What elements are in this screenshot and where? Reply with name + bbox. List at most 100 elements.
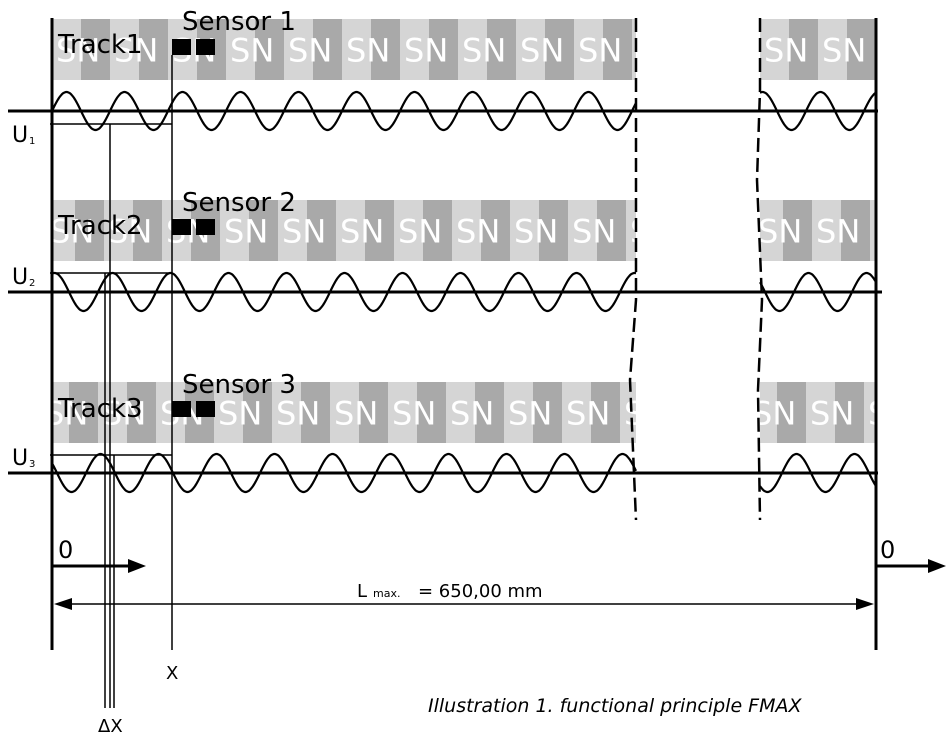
magnet-pole	[562, 382, 591, 443]
magnet-pole	[301, 382, 330, 443]
pole-letters: SN	[816, 213, 860, 251]
magnet-pole	[98, 382, 127, 443]
magnet-pole	[313, 19, 342, 80]
pole-letters: SN	[450, 395, 494, 433]
magnet-pole	[626, 200, 636, 261]
break-line-right	[755, 18, 764, 521]
magnet-pole	[330, 382, 359, 443]
pole-letters: SN	[764, 32, 808, 70]
magnet-pole	[429, 19, 458, 80]
magnet-pole	[336, 200, 365, 261]
magnet-pole	[510, 200, 539, 261]
magnet-pole	[760, 200, 783, 261]
magnet-pole	[504, 382, 533, 443]
pole-letters: SN	[578, 32, 622, 70]
magnet-pole	[632, 19, 636, 80]
magnet-pole	[818, 19, 847, 80]
pole-letters: SN	[758, 213, 802, 251]
pole-letters: SN	[752, 395, 796, 433]
pole-letters: SN	[44, 395, 88, 433]
pole-letters: SN	[50, 213, 94, 251]
magnet-pole	[591, 382, 620, 443]
magnet-pole	[423, 200, 452, 261]
sensor-2-block	[172, 219, 215, 235]
magnet-pole	[365, 200, 394, 261]
signal-wave-2	[51, 271, 637, 313]
pole-letters: SN	[462, 32, 506, 70]
voltage-1-subscript: 1	[29, 136, 35, 147]
magnet-pole	[400, 19, 429, 80]
magnet-pole	[214, 382, 243, 443]
sensor-1-label: Sensor 1	[182, 7, 296, 37]
pole-letters: SN	[230, 32, 274, 70]
origin-right-arrowhead	[928, 559, 946, 573]
origin-right-label: 0	[880, 536, 895, 564]
magnet-pole	[69, 382, 98, 443]
magnet-pole	[110, 19, 139, 80]
magnet-pole	[81, 19, 110, 80]
pole-letters: SN	[114, 32, 158, 70]
magnet-pole	[487, 19, 516, 80]
magnet-pole	[475, 382, 504, 443]
voltage-2-label: U	[12, 265, 28, 290]
magnet-pole	[458, 19, 487, 80]
pole-letters: SN	[514, 213, 558, 251]
sensor-1-block	[172, 39, 215, 55]
tape-segment: SN SN	[760, 19, 876, 80]
pole-letters: SN	[282, 213, 326, 251]
magnet-pole	[243, 382, 272, 443]
sine-waves	[51, 90, 877, 494]
track-1-label: Track1	[57, 30, 143, 60]
magnet-pole	[307, 200, 336, 261]
magnet-pole	[864, 382, 876, 443]
magnet-pole	[249, 200, 278, 261]
magnet-pole	[603, 19, 632, 80]
sensor-3-block	[172, 401, 215, 417]
magnet-pole	[417, 382, 446, 443]
magnet-pole	[220, 200, 249, 261]
magnet-pole	[870, 200, 876, 261]
magnet-pole	[783, 200, 812, 261]
pole-letters: SN	[456, 213, 500, 251]
signal-wave-3	[51, 452, 637, 494]
pole-letters: SN	[218, 395, 262, 433]
figure-caption: Illustration 1. functional principle FMA…	[428, 695, 802, 717]
magnet-pole	[835, 382, 864, 443]
pole-letters: SN	[810, 395, 854, 433]
magnet-pole	[760, 19, 789, 80]
magnet-pole	[533, 382, 562, 443]
voltage-1-label: U	[12, 123, 28, 148]
voltage-3-label: U	[12, 446, 28, 471]
delta-x-label: ΔX	[98, 716, 123, 736]
magnet-pole	[226, 19, 255, 80]
length-label: L	[357, 581, 367, 602]
magnet-pole	[388, 382, 417, 443]
magnet-pole	[371, 19, 400, 80]
magnet-pole	[272, 382, 301, 443]
magnet-pole	[133, 200, 162, 261]
track-2-label: Track2	[57, 211, 143, 241]
signal-wave-3	[759, 452, 877, 494]
pole-letters: SN	[56, 32, 100, 70]
break-line-left	[628, 18, 638, 521]
magnet-pole	[516, 19, 545, 80]
signal-wave-2	[759, 271, 877, 313]
magnet-pole	[760, 382, 777, 443]
magnet-pole	[568, 200, 597, 261]
sensor-2-label: Sensor 2	[182, 188, 296, 218]
magnet-pole	[278, 200, 307, 261]
magnet-pole	[841, 200, 870, 261]
length-arrowhead-left	[54, 598, 72, 610]
tape-segment: SN SN SN	[758, 200, 876, 261]
magnet-pole	[481, 200, 510, 261]
pole-letters: SN	[392, 395, 436, 433]
pole-letters: SN	[108, 213, 152, 251]
origin-left-arrowhead	[128, 559, 146, 573]
magnet-pole	[545, 19, 574, 80]
magnet-pole	[284, 19, 313, 80]
position-x-label: X	[166, 663, 178, 684]
pole-letters: SN	[340, 213, 384, 251]
